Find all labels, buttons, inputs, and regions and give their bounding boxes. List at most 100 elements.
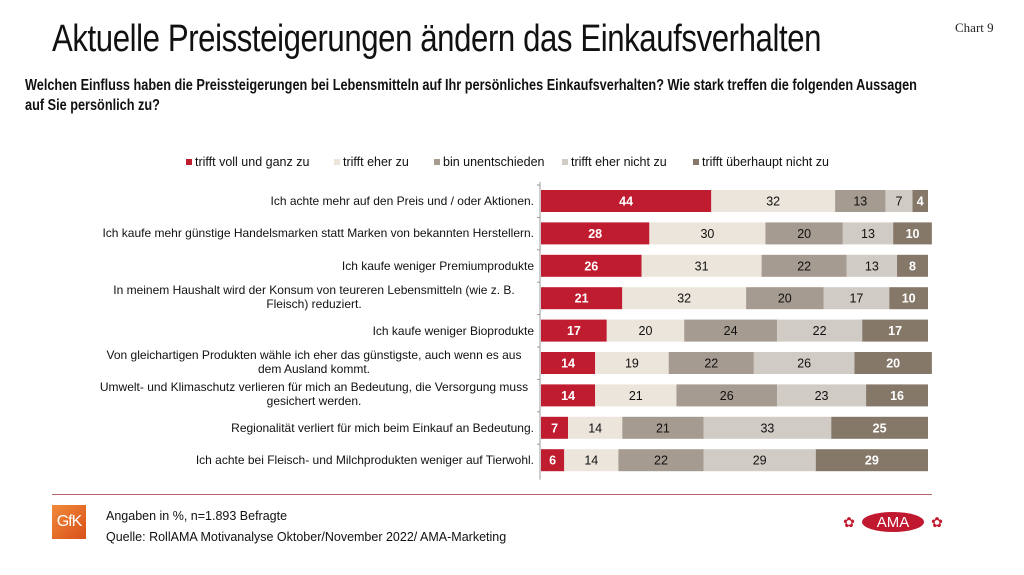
data-label: 22 xyxy=(813,324,827,338)
category-label: Ich achte mehr auf den Preis und / oder … xyxy=(270,194,535,208)
bar-segment xyxy=(541,287,623,310)
bar-segment xyxy=(668,352,754,374)
data-label: 13 xyxy=(853,195,867,209)
bar-segment xyxy=(703,416,832,439)
bar-segment xyxy=(618,449,704,472)
bar-segment xyxy=(641,254,762,277)
bar-segment xyxy=(568,416,623,439)
bar-segment xyxy=(541,222,650,245)
bar-segment xyxy=(684,319,778,342)
data-label: 21 xyxy=(575,292,589,306)
bar-segment xyxy=(777,319,863,342)
bar-segment xyxy=(885,190,913,212)
data-label: 14 xyxy=(584,454,598,468)
data-label: 13 xyxy=(861,227,875,241)
bar-segment xyxy=(564,449,619,472)
footer-divider xyxy=(52,494,932,495)
legend-item: trifft eher nicht zu xyxy=(562,155,667,169)
data-label: 4 xyxy=(917,195,924,209)
bar-segment xyxy=(889,287,928,310)
data-label: 14 xyxy=(561,357,575,371)
legend-swatch xyxy=(693,159,699,165)
data-label: 22 xyxy=(797,259,811,273)
bar-segment xyxy=(753,352,855,374)
bar-segment xyxy=(622,287,747,310)
data-label: 13 xyxy=(865,259,879,273)
data-label: 19 xyxy=(625,357,639,371)
legend-swatch xyxy=(186,159,192,165)
bar-segment xyxy=(912,190,928,212)
bar-segment xyxy=(541,416,569,439)
bar-segment xyxy=(746,287,824,310)
data-label: 29 xyxy=(753,454,767,468)
data-label: 22 xyxy=(704,357,718,371)
bar-segment xyxy=(541,254,642,277)
bar-segment xyxy=(854,352,932,374)
bar-segment xyxy=(893,222,932,245)
data-label: 25 xyxy=(873,421,887,435)
data-label: 29 xyxy=(865,454,879,468)
data-label: 16 xyxy=(890,389,904,403)
data-label: 20 xyxy=(639,324,653,338)
category-label: Ich kaufe mehr günstige Handelsmarken st… xyxy=(102,226,534,241)
data-label: 7 xyxy=(895,195,902,209)
legend-swatch xyxy=(334,159,340,165)
data-label: 32 xyxy=(766,195,780,209)
category-label: In meinem Haushalt wird der Konsum von t… xyxy=(113,283,515,312)
data-label: 20 xyxy=(778,292,792,306)
legend-label: trifft eher zu xyxy=(343,155,409,169)
data-label: 10 xyxy=(902,292,916,306)
bar-segment xyxy=(846,254,898,277)
bar-segment xyxy=(862,319,928,342)
bar-segment xyxy=(703,449,816,472)
data-label: 6 xyxy=(549,454,556,468)
legend-item: trifft eher zu xyxy=(334,155,409,169)
ama-logo: AMA xyxy=(862,512,924,532)
category-label: Ich kaufe weniger Bioprodukte xyxy=(372,323,534,338)
bar-segment xyxy=(765,222,843,245)
bar-segment xyxy=(711,190,836,212)
bar-segment xyxy=(676,384,778,407)
bar-segment xyxy=(541,319,607,342)
data-label: 14 xyxy=(561,389,575,403)
data-label: 20 xyxy=(797,227,811,241)
data-label: 31 xyxy=(695,259,709,273)
bar-segment xyxy=(823,287,890,310)
category-label: Regionalität verliert für mich beim Eink… xyxy=(231,420,534,435)
category-label: Ich achte bei Fleisch- und Milchprodukte… xyxy=(195,453,534,468)
ornament-left-icon: ✿ xyxy=(843,514,855,530)
bar-segment xyxy=(831,416,928,439)
legend-label: trifft eher nicht zu xyxy=(571,155,667,169)
legend-item: trifft überhaupt nicht zu xyxy=(693,155,829,169)
category-label: Ich kaufe weniger Premiumprodukte xyxy=(341,258,534,273)
data-label: 30 xyxy=(700,227,714,241)
data-label: 44 xyxy=(619,195,633,209)
footnote-sample: Angaben in %, n=1.893 Befragte xyxy=(106,509,288,523)
bar-segment xyxy=(595,352,669,374)
bar-segment xyxy=(541,384,596,407)
bar-segment xyxy=(541,352,596,374)
data-label: 17 xyxy=(888,324,902,338)
data-label: 21 xyxy=(629,389,643,403)
data-label: 22 xyxy=(654,454,668,468)
data-label: 24 xyxy=(724,324,738,338)
legend-label: trifft überhaupt nicht zu xyxy=(702,155,829,169)
ornament-right-icon: ✿ xyxy=(931,514,943,530)
page-title: Aktuelle Preissteigerungen ändern das Ei… xyxy=(52,18,822,60)
bar-segment xyxy=(541,449,565,472)
legend-label: bin unentschieden xyxy=(443,155,545,169)
legend-item: trifft voll und ganz zu xyxy=(186,155,309,169)
data-label: 20 xyxy=(886,357,900,371)
category-label: Von gleichartigen Produkten wähle ich eh… xyxy=(106,348,522,376)
bar-segment xyxy=(541,190,712,212)
data-label: 7 xyxy=(551,421,558,435)
chart-legend: trifft voll und ganz zu trifft eher zu b… xyxy=(0,155,1024,175)
gfk-logo: GfK xyxy=(52,505,86,539)
data-label: 26 xyxy=(584,259,598,273)
data-label: 23 xyxy=(815,389,829,403)
data-label: 26 xyxy=(797,357,811,371)
data-label: 33 xyxy=(760,421,774,435)
legend-swatch xyxy=(434,159,440,165)
data-label: 17 xyxy=(849,292,863,306)
